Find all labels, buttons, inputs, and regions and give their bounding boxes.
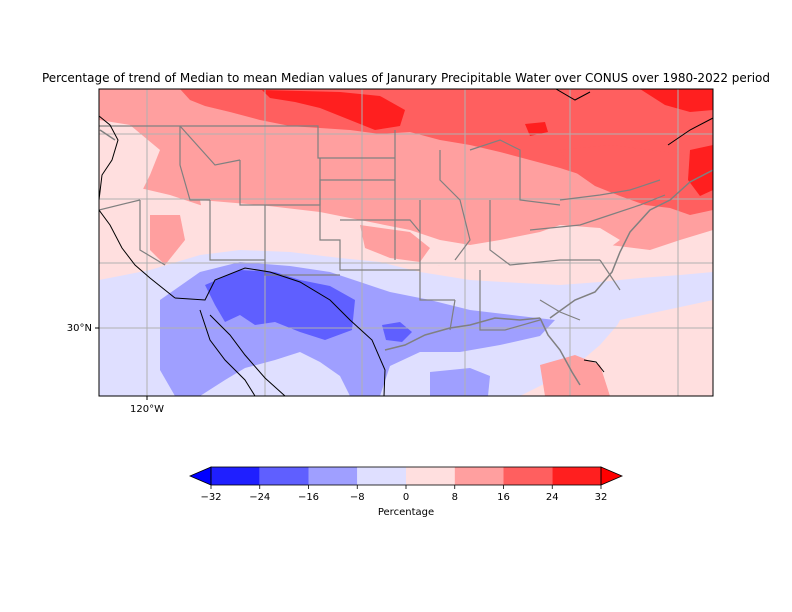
- field-texas-blue-strong: [205, 270, 355, 340]
- colorbar-ticks: −32 −24 −16 −8 0 8 16 24 32: [200, 485, 607, 503]
- colorbar-extend-low: [188, 466, 212, 486]
- field-west-red-max: [525, 122, 548, 136]
- colorbar: −32 −24 −16 −8 0 8 16 24 32 Percentage: [188, 466, 624, 518]
- field-mexico-light: [99, 300, 150, 396]
- colorbar-tick-label: 0: [403, 492, 409, 503]
- colorbar-tick-label: −24: [249, 492, 270, 503]
- colorbar-tick-label: 8: [452, 492, 458, 503]
- field-gulf-blue-mid: [430, 368, 490, 396]
- map-gridlines: [99, 89, 713, 396]
- colorbar-tick-label: 24: [546, 492, 559, 503]
- colorbar-segment: [308, 467, 358, 485]
- field-gulf-blue-strong: [382, 322, 412, 342]
- colorbar-tick-label: −8: [350, 492, 365, 503]
- colorbar-tick-label: −16: [298, 492, 319, 503]
- map-title: Percentage of trend of Median to mean Me…: [42, 71, 770, 85]
- us-coast: [99, 129, 713, 386]
- lat-tick-label: 30°N: [67, 323, 92, 334]
- field-north-red-max: [262, 90, 405, 130]
- field-ne-top-red-max: [640, 89, 713, 112]
- field-atlantic-light: [600, 300, 713, 396]
- field-rockies-mid: [150, 215, 185, 265]
- map-panel: 30°N 120°W: [67, 88, 714, 415]
- map-frame: [98, 88, 714, 397]
- colorbar-extend-high: [600, 466, 624, 486]
- colorbar-segment: [259, 467, 309, 485]
- colorbar-segment: [503, 467, 553, 485]
- colorbar-tick-label: −32: [200, 492, 221, 503]
- colorbar-segment: [357, 467, 406, 485]
- colorbar-segments: [211, 467, 601, 485]
- coastlines: [99, 89, 713, 396]
- state-borders: [99, 125, 666, 331]
- map-tick-marks: [95, 327, 148, 400]
- field-northeast-red-strong: [560, 145, 713, 215]
- colorbar-tick-label: 16: [497, 492, 510, 503]
- field-northwest-light: [99, 120, 160, 210]
- field-east-red-max: [688, 145, 713, 196]
- colorbar-label: Percentage: [378, 507, 434, 518]
- lon-tick-label: 120°W: [130, 404, 164, 415]
- colorbar-segment: [406, 467, 455, 485]
- colorbar-tick-label: 32: [595, 492, 608, 503]
- colorbar-segment: [552, 467, 601, 485]
- colorbar-segment: [454, 467, 504, 485]
- colorbar-segment: [211, 467, 260, 485]
